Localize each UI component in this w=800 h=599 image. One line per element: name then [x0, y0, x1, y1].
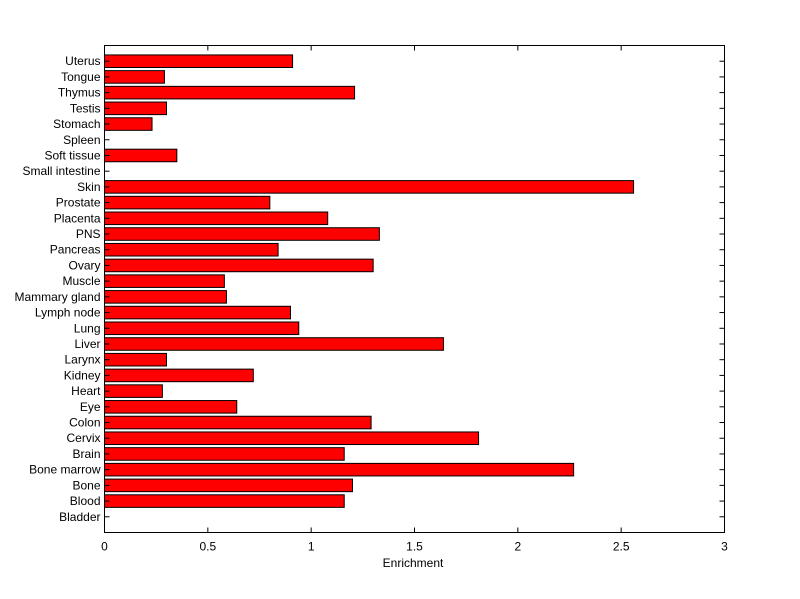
- bar: [104, 180, 635, 194]
- x-tick-label: 2.5: [613, 540, 630, 554]
- bar: [104, 148, 178, 163]
- y-tick-label: Testis: [70, 101, 101, 115]
- bar: [104, 431, 480, 446]
- y-tick-label: Placenta: [54, 211, 101, 225]
- y-tick-label: Mammary gland: [14, 290, 100, 304]
- x-tick-label: 2: [514, 540, 521, 554]
- bar: [104, 368, 254, 383]
- bar: [104, 242, 279, 257]
- bar: [104, 462, 575, 477]
- y-tick-label: Prostate: [56, 196, 101, 210]
- y-tick-label: Skin: [77, 180, 100, 194]
- bar: [104, 478, 353, 493]
- bar: [104, 415, 372, 430]
- x-axis-label: Enrichment: [383, 556, 444, 570]
- y-tick-label: Bone marrow: [29, 463, 101, 477]
- bar: [104, 290, 227, 304]
- y-tick-label: Tongue: [61, 70, 101, 84]
- y-tick-label: Muscle: [62, 274, 100, 288]
- y-tick-label: Spleen: [63, 133, 100, 147]
- y-tick-label: Liver: [74, 337, 100, 351]
- y-tick-label: PNS: [76, 227, 101, 241]
- y-tick-label: Small intestine: [22, 164, 100, 178]
- y-tick-label: Blood: [70, 494, 101, 508]
- x-tick-label: 1.5: [406, 540, 423, 554]
- y-tick-label: Ovary: [68, 258, 100, 272]
- y-tick-label: Kidney: [64, 368, 101, 382]
- bar: [104, 101, 167, 116]
- bar: [104, 85, 356, 100]
- y-tick-label: Larynx: [64, 353, 100, 367]
- y-tick-label: Cervix: [66, 431, 100, 445]
- bar: [104, 352, 167, 367]
- y-tick-label: Brain: [72, 447, 100, 461]
- y-tick-label: Lymph node: [35, 306, 101, 320]
- bar: [104, 117, 153, 131]
- bar: [104, 494, 345, 508]
- bar: [104, 54, 294, 68]
- x-tick-label: 3: [721, 540, 728, 554]
- y-tick-label: Soft tissue: [44, 148, 100, 162]
- bar: [104, 447, 345, 461]
- plot-frame: [104, 45, 725, 533]
- bar: [104, 70, 165, 84]
- bar: [104, 400, 238, 414]
- x-tick-label: 0: [101, 540, 108, 554]
- y-tick-label: Uterus: [65, 54, 100, 68]
- bar: [104, 211, 329, 226]
- y-tick-label: Colon: [69, 416, 100, 430]
- bar: [104, 337, 444, 351]
- y-tick-label: Pancreas: [50, 243, 101, 257]
- bar: [104, 258, 374, 273]
- x-tick-label: 1: [308, 540, 315, 554]
- bar: [104, 274, 225, 288]
- y-tick-label: Bladder: [59, 510, 100, 524]
- y-tick-label: Bone: [72, 478, 100, 492]
- bar: [104, 321, 300, 336]
- y-tick-label: Heart: [71, 384, 101, 398]
- bar: [104, 384, 163, 398]
- y-tick-label: Thymus: [58, 86, 101, 100]
- x-tick-label: 0.5: [199, 540, 216, 554]
- bar: [104, 195, 271, 210]
- bar: [104, 305, 291, 320]
- x-axis: 0 0.5 1 1.5 2 2.5 3: [101, 45, 728, 554]
- bar-group: [104, 54, 635, 508]
- bar: [104, 227, 380, 241]
- y-tick-label: Lung: [74, 321, 101, 335]
- y-tick-label: Stomach: [53, 117, 100, 131]
- y-tick-label: Eye: [80, 400, 101, 414]
